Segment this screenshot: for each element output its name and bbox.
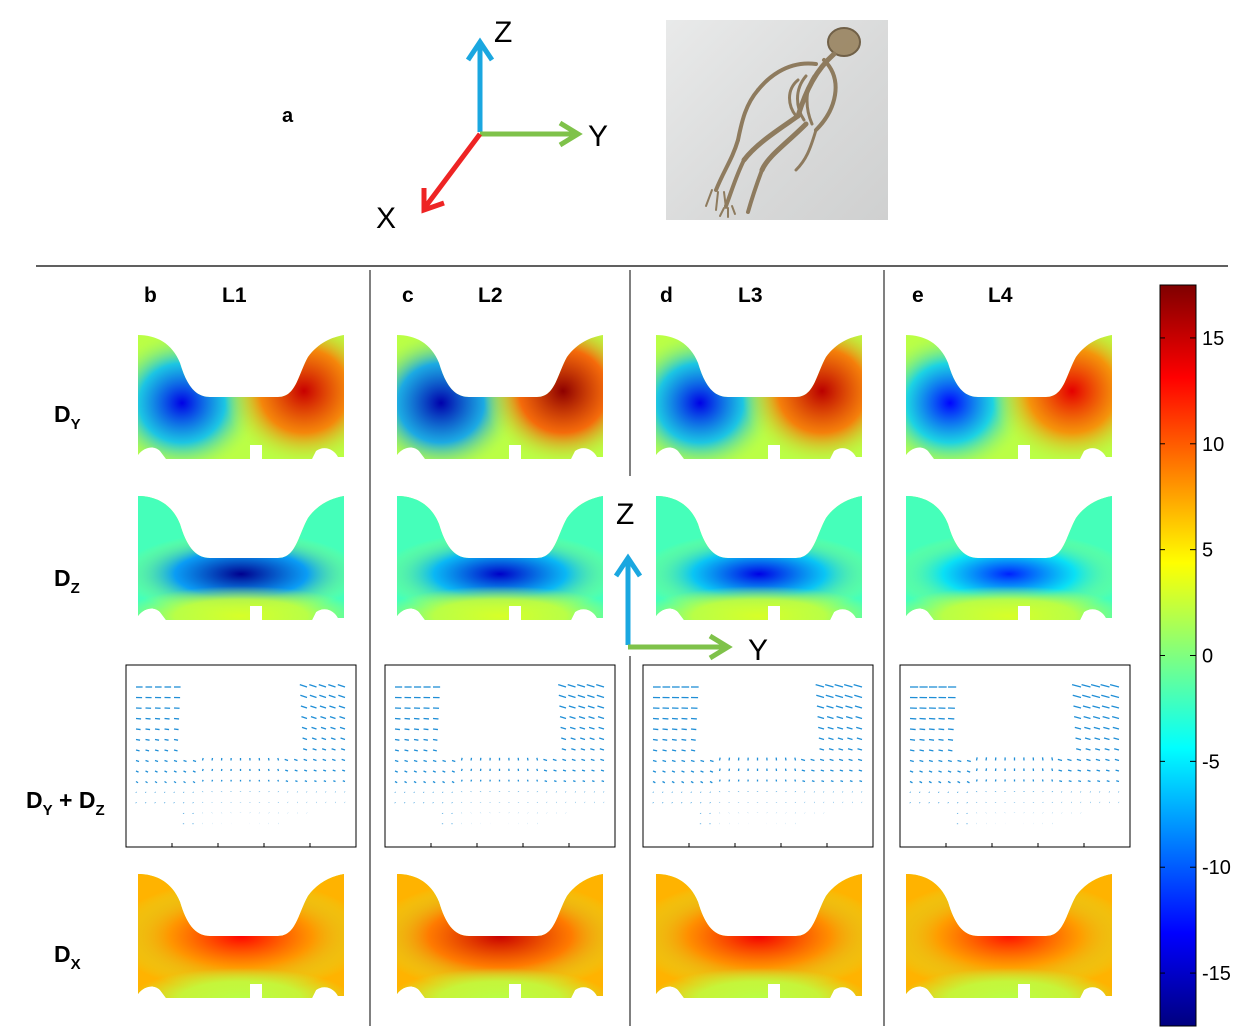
dy-field-l4	[906, 335, 1112, 459]
y-axis-label: Y	[588, 120, 608, 153]
quiver-plot-l4	[899, 664, 1131, 848]
panel-letter-b: b	[144, 284, 157, 307]
colorbar-tick-label: 15	[1202, 328, 1224, 350]
middle-y-axis-label: Y	[748, 634, 768, 667]
row-label-2: DY + DZ	[26, 787, 105, 819]
colorbar-tick-label: -10	[1202, 857, 1231, 879]
y-arrowhead-icon	[558, 120, 583, 148]
column-level-l1: L1	[222, 284, 247, 307]
colorbar-tick-label: -5	[1202, 751, 1220, 773]
axis-triad-middle: Z Y	[613, 498, 768, 667]
panel-a-label: a	[282, 105, 294, 127]
middle-y-arrowhead-icon	[708, 633, 733, 661]
x-axis-arrow	[424, 132, 482, 208]
colorbar-tick-label: 10	[1202, 434, 1224, 456]
quiver-plot-l3	[642, 664, 874, 848]
dy-field-l2	[397, 335, 603, 459]
z-arrowhead-icon	[465, 37, 495, 62]
panel-letter-d: d	[660, 284, 673, 307]
column-level-l3: L3	[738, 284, 763, 307]
colorbar-tick-label: 0	[1202, 646, 1213, 668]
dx-field-l3	[656, 874, 862, 998]
column-level-l2: L2	[478, 284, 503, 307]
colorbar-ticks: 15 10 5 0 -5 -10 -15	[1160, 328, 1231, 985]
middle-z-arrowhead-icon	[613, 553, 643, 578]
dz-field-l4	[906, 496, 1112, 620]
skeleton-icon	[705, 27, 861, 218]
panel-letter-e: e	[912, 284, 924, 307]
dx-field-l4	[906, 874, 1112, 998]
x-arrowhead-icon	[421, 188, 445, 214]
axis-triad-top: Z Y X	[376, 16, 608, 235]
dz-field-l1	[138, 496, 344, 620]
dy-field-l3	[656, 335, 862, 459]
skeleton-image	[666, 20, 888, 220]
dy-field-l1	[138, 335, 344, 459]
z-axis-label: Z	[494, 16, 512, 49]
panel-letter-c: c	[402, 284, 414, 307]
x-axis-label: X	[376, 202, 396, 235]
dz-field-l2	[397, 496, 603, 620]
colorbar: 15 10 5 0 -5 -10 -15	[1159, 284, 1231, 1027]
dx-field-l2	[397, 874, 603, 998]
row-label-1: DZ	[54, 565, 80, 597]
quiver-plot-l2	[384, 664, 616, 848]
row-label-0: DY	[54, 401, 81, 433]
row-labels: DY DZ DY + DZ DX	[26, 401, 105, 973]
colorbar-tick-label: -15	[1202, 963, 1231, 985]
middle-z-axis-label: Z	[616, 498, 634, 531]
column-headers: b L1 c L2 d L3 e L4	[144, 284, 1013, 307]
column-level-l4: L4	[988, 284, 1013, 307]
dz-field-l3	[656, 496, 862, 620]
colorbar-tick-label: 5	[1202, 540, 1213, 562]
quiver-plot-l1	[125, 664, 357, 848]
row-label-3: DX	[54, 941, 81, 973]
field-maps	[125, 335, 1131, 998]
dx-field-l1	[138, 874, 344, 998]
